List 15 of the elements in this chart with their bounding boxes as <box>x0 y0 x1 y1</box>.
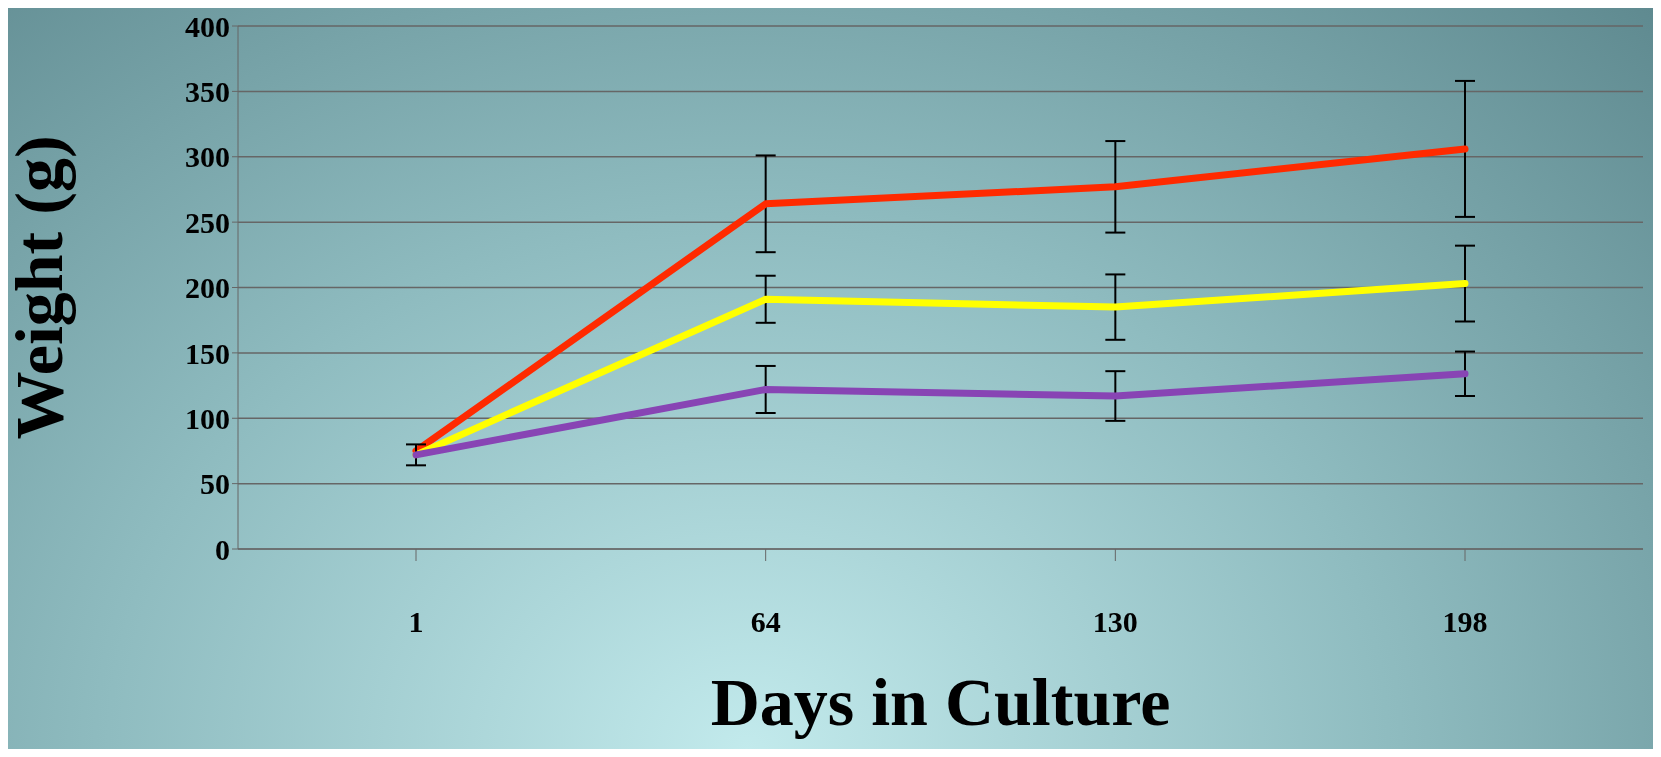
x-tick-label: 64 <box>750 605 781 639</box>
y-tick-label: 200 <box>185 271 230 305</box>
y-tick-label: 100 <box>185 401 230 435</box>
y-axis-title: Weight (g) <box>1 135 78 440</box>
y-tick-label: 250 <box>185 205 230 239</box>
x-tick-label: 198 <box>1442 605 1488 639</box>
y-tick-label: 150 <box>185 336 230 370</box>
y-tick-label: 50 <box>200 467 230 501</box>
x-tick-label: 130 <box>1092 605 1138 639</box>
y-tick-label: 400 <box>185 9 230 43</box>
x-tick-label: 1 <box>408 605 424 639</box>
y-tick-label: 350 <box>185 75 230 109</box>
x-axis-title: Days in Culture <box>710 664 1171 740</box>
y-tick-label: 0 <box>215 532 230 566</box>
y-tick-label: 300 <box>185 140 230 174</box>
